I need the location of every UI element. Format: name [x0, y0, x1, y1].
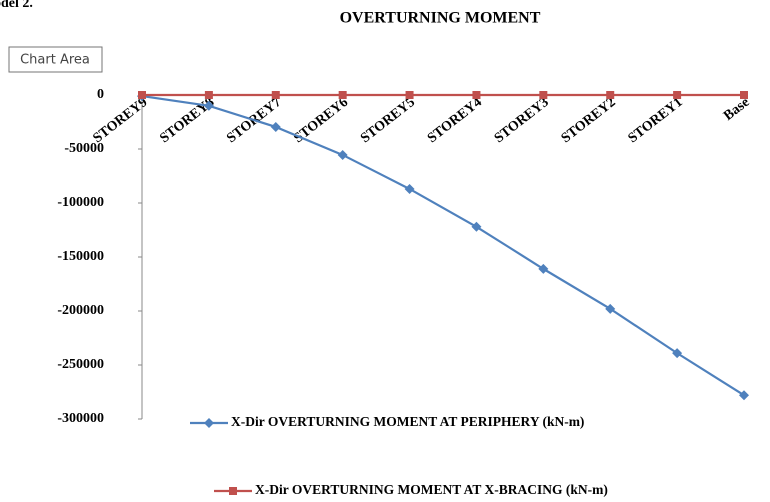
y-tick-label: 0: [97, 87, 104, 102]
chart-title: OVERTURNING MOMENT: [340, 10, 541, 27]
marker: [204, 418, 214, 428]
y-tick-label: -200000: [57, 303, 104, 318]
x-tick-label: STOREY2: [559, 95, 619, 146]
marker: [203, 100, 214, 111]
tooltip-box: [8, 46, 103, 73]
marker: [271, 91, 280, 99]
y-tick-label: -150000: [57, 249, 104, 264]
marker: [740, 91, 748, 99]
y-tick-label: -300000: [57, 411, 104, 426]
marker: [472, 91, 481, 99]
marker: [606, 91, 615, 99]
x-tick-label: STOREY5: [358, 95, 418, 146]
legend-label: X-Dir OVERTURNING MOMENT AT PERIPHERY (k…: [231, 414, 584, 429]
marker: [539, 91, 548, 99]
marker: [270, 121, 281, 132]
marker: [338, 91, 347, 99]
marker: [605, 303, 616, 314]
marker: [739, 390, 749, 401]
legend-label: X-Dir OVERTURNING MOMENT AT X-BRACING (k…: [255, 482, 608, 497]
marker: [404, 183, 415, 194]
y-tick-label: -100000: [57, 195, 104, 210]
tooltip: Chart Area: [20, 53, 90, 68]
marker: [538, 263, 549, 274]
x-tick-label: STOREY6: [291, 95, 351, 146]
marker: [229, 487, 237, 495]
x-tick-label: STOREY9: [91, 95, 151, 146]
marker: [672, 348, 683, 359]
y-tick-label: -250000: [57, 357, 104, 372]
x-tick-label: STOREY3: [492, 95, 552, 146]
page-fragment: odel 2.: [0, 0, 33, 11]
x-tick-label: STOREY4: [425, 95, 485, 146]
marker: [138, 91, 146, 99]
marker: [673, 91, 682, 99]
y-tick-label: -50000: [64, 141, 104, 156]
marker: [405, 91, 414, 99]
marker: [337, 149, 348, 160]
x-tick-label: STOREY1: [626, 95, 686, 146]
x-tick-label: Base: [721, 95, 752, 124]
series-line: [141, 94, 745, 397]
marker: [204, 91, 213, 99]
marker: [471, 221, 482, 232]
